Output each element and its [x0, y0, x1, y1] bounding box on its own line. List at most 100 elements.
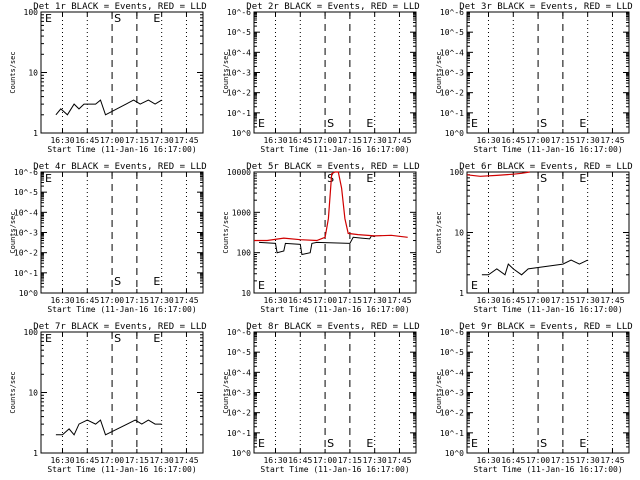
end-marker: E — [153, 275, 160, 288]
panel-det-6: Det 6r BLACK = Events, RED = LLD 16:30 16:… — [435, 162, 633, 314]
x-tick-label: 17:15 — [338, 136, 362, 145]
events-series-line — [258, 235, 375, 256]
plot-frame — [466, 171, 630, 294]
panel-title: Det 6r BLACK = Events, RED = LLD — [459, 162, 632, 172]
panel-title: Det 1r BLACK = Events, RED = LLD — [33, 2, 206, 12]
y-tick-label: 10^-6 — [227, 8, 251, 17]
end-marker: E — [471, 117, 478, 130]
start-marker: S — [540, 172, 547, 185]
x-tick-label: 17:15 — [338, 456, 362, 465]
x-tick-label: 17:30 — [576, 296, 600, 305]
y-tick-label: 1 — [459, 289, 464, 298]
y-tick-label: 10^-4 — [440, 48, 464, 57]
x-axis-label: Start Time (11-Jan-16 16:17:00) — [473, 145, 622, 154]
x-tick-label: 16:30 — [263, 136, 287, 145]
y-axis-label: Counts/sec — [222, 211, 230, 253]
panel-det-2: Det 2r BLACK = Events, RED = LLD 16:30 16:… — [222, 2, 420, 154]
y-tick-label: 10^-5 — [227, 28, 251, 37]
end-marker: E — [471, 437, 478, 450]
panel-title: Det 7r BLACK = Events, RED = LLD — [33, 322, 206, 332]
panel-title: Det 9r BLACK = Events, RED = LLD — [459, 322, 632, 332]
x-tick-label: 16:30 — [50, 296, 74, 305]
end-marker: E — [366, 172, 373, 185]
y-tick-label: 10^-1 — [440, 109, 464, 118]
y-tick-label: 10^0 — [232, 449, 251, 458]
x-tick-label: 17:15 — [125, 296, 149, 305]
y-tick-label: 10^-6 — [14, 168, 38, 177]
y-axis-label: Counts/sec — [9, 51, 17, 93]
y-axis-label: Counts/sec — [435, 371, 443, 413]
x-tick-label: 17:00 — [526, 136, 550, 145]
y-tick-label: 10^-3 — [227, 389, 251, 398]
x-tick-label: 17:00 — [100, 136, 124, 145]
start-marker: S — [114, 332, 121, 345]
end-marker: E — [258, 279, 265, 292]
plot-frame — [40, 11, 204, 134]
end-marker: E — [258, 117, 265, 130]
y-tick-label: 10^-2 — [440, 89, 464, 98]
plot-frame — [253, 11, 417, 134]
x-axis-label: Start Time (11-Jan-16 16:17:00) — [260, 145, 409, 154]
end-marker: E — [366, 437, 373, 450]
end-marker: E — [579, 172, 586, 185]
y-tick-label: 100 — [24, 328, 39, 337]
start-marker: S — [540, 117, 547, 130]
y-tick-label: 10^-4 — [227, 368, 251, 377]
y-tick-label: 10^-4 — [14, 208, 38, 217]
y-tick-label: 10^-1 — [227, 429, 251, 438]
panel-det-8: Det 8r BLACK = Events, RED = LLD 16:30 16:… — [222, 322, 420, 474]
y-tick-label: 10^0 — [445, 449, 464, 458]
x-tick-label: 17:00 — [313, 456, 337, 465]
y-tick-label: 10^-1 — [440, 429, 464, 438]
panel-title: Det 2r BLACK = Events, RED = LLD — [246, 2, 419, 12]
x-tick-label: 17:45 — [600, 296, 624, 305]
x-tick-label: 16:45 — [75, 136, 99, 145]
x-tick-label: 17:30 — [363, 296, 387, 305]
plot-frame — [253, 171, 417, 294]
y-tick-label: 10 — [241, 289, 251, 298]
y-tick-label: 10^-6 — [440, 328, 464, 337]
x-tick-label: 17:30 — [576, 136, 600, 145]
x-tick-label: 16:45 — [288, 136, 312, 145]
y-tick-label: 100 — [237, 249, 252, 258]
y-tick-label: 10^-2 — [14, 249, 38, 258]
y-tick-label: 10^-1 — [227, 109, 251, 118]
x-tick-label: 17:15 — [551, 136, 575, 145]
end-marker: E — [153, 12, 160, 25]
x-tick-label: 17:15 — [125, 456, 149, 465]
x-tick-label: 17:00 — [526, 296, 550, 305]
x-tick-label: 17:00 — [313, 296, 337, 305]
lld-series-line — [466, 171, 530, 177]
end-marker: E — [471, 279, 478, 292]
y-tick-label: 10 — [28, 389, 38, 398]
x-tick-label: 17:30 — [576, 456, 600, 465]
panel-title: Det 8r BLACK = Events, RED = LLD — [246, 322, 419, 332]
panel-det-1: Det 1r BLACK = Events, RED = LLD 16:30 16:… — [9, 2, 207, 154]
lld-series-line — [254, 171, 408, 242]
y-tick-label: 10^-5 — [440, 348, 464, 357]
y-tick-label: 10^0 — [19, 289, 38, 298]
events-series-line — [481, 259, 588, 276]
y-tick-label: 100 — [450, 168, 465, 177]
x-tick-label: 16:45 — [288, 296, 312, 305]
panel-det-7: Det 7r BLACK = Events, RED = LLD 16:30 16:… — [9, 322, 207, 474]
x-tick-label: 17:45 — [174, 296, 198, 305]
start-marker: S — [540, 437, 547, 450]
plot-frame — [253, 331, 417, 454]
y-axis-label: Counts/sec — [435, 211, 443, 253]
events-series-line — [55, 419, 162, 436]
x-tick-label: 17:00 — [526, 456, 550, 465]
y-tick-label: 10^-6 — [227, 328, 251, 337]
panel-det-4: Det 4r BLACK = Events, RED = LLD 16:30 16:… — [9, 162, 207, 314]
x-tick-label: 17:45 — [387, 456, 411, 465]
x-axis-label: Start Time (11-Jan-16 16:17:00) — [473, 305, 622, 314]
y-axis-label: Counts/sec — [435, 51, 443, 93]
x-axis-label: Start Time (11-Jan-16 16:17:00) — [473, 465, 622, 474]
end-marker: E — [366, 117, 373, 130]
x-tick-label: 16:30 — [263, 456, 287, 465]
y-axis-label: Counts/sec — [9, 211, 17, 253]
y-tick-label: 10^-5 — [14, 188, 38, 197]
y-tick-label: 1 — [33, 129, 38, 138]
end-marker: E — [45, 332, 52, 345]
plot-frame — [466, 11, 630, 134]
